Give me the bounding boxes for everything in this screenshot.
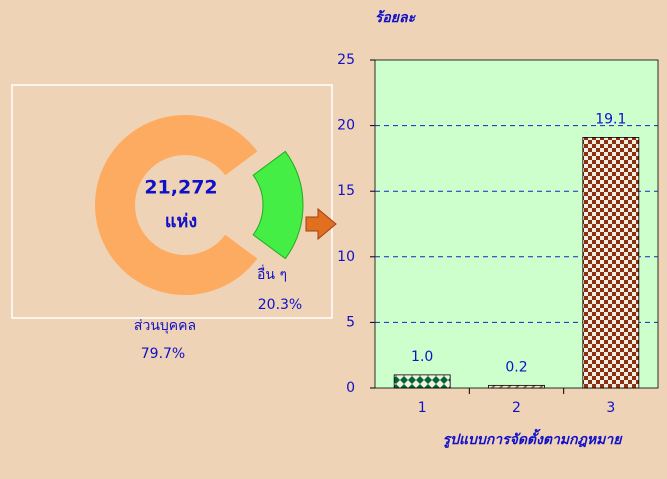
arrow (305, 207, 337, 241)
center-text: 21,272 (144, 177, 217, 199)
value-label: 19.1 (595, 111, 626, 127)
y-tick-label: 5 (346, 314, 355, 330)
pie-slice (252, 150, 304, 260)
slice-value-label: 20.3% (258, 297, 302, 313)
y-tick-label: 10 (337, 249, 355, 265)
bar (488, 384, 545, 389)
x-tick-label: 2 (512, 400, 521, 416)
slice-label: ส่วนบุคคล (134, 318, 196, 334)
center-text: แห่ง (165, 211, 197, 232)
x-tick-label: 3 (606, 400, 615, 416)
bar (393, 374, 451, 389)
value-label: 0.2 (505, 359, 527, 375)
pie-slice (95, 114, 258, 295)
x-axis-label: รูปแบบการจัดตั้งตามกฎหมาย (443, 428, 624, 448)
y-tick-label: 15 (337, 183, 355, 199)
y-axis-label: ร้อยละ (375, 10, 417, 26)
value-label: 1.0 (411, 349, 433, 365)
bar (582, 137, 640, 389)
x-tick-label: 1 (418, 400, 427, 416)
y-tick-label: 25 (337, 52, 355, 68)
pie-frame (11, 84, 333, 319)
y-tick-label: 0 (346, 380, 355, 396)
slice-value-label: 79.7% (141, 346, 185, 362)
y-tick-label: 20 (337, 118, 355, 134)
slice-label: อื่น ๆ (257, 265, 287, 283)
